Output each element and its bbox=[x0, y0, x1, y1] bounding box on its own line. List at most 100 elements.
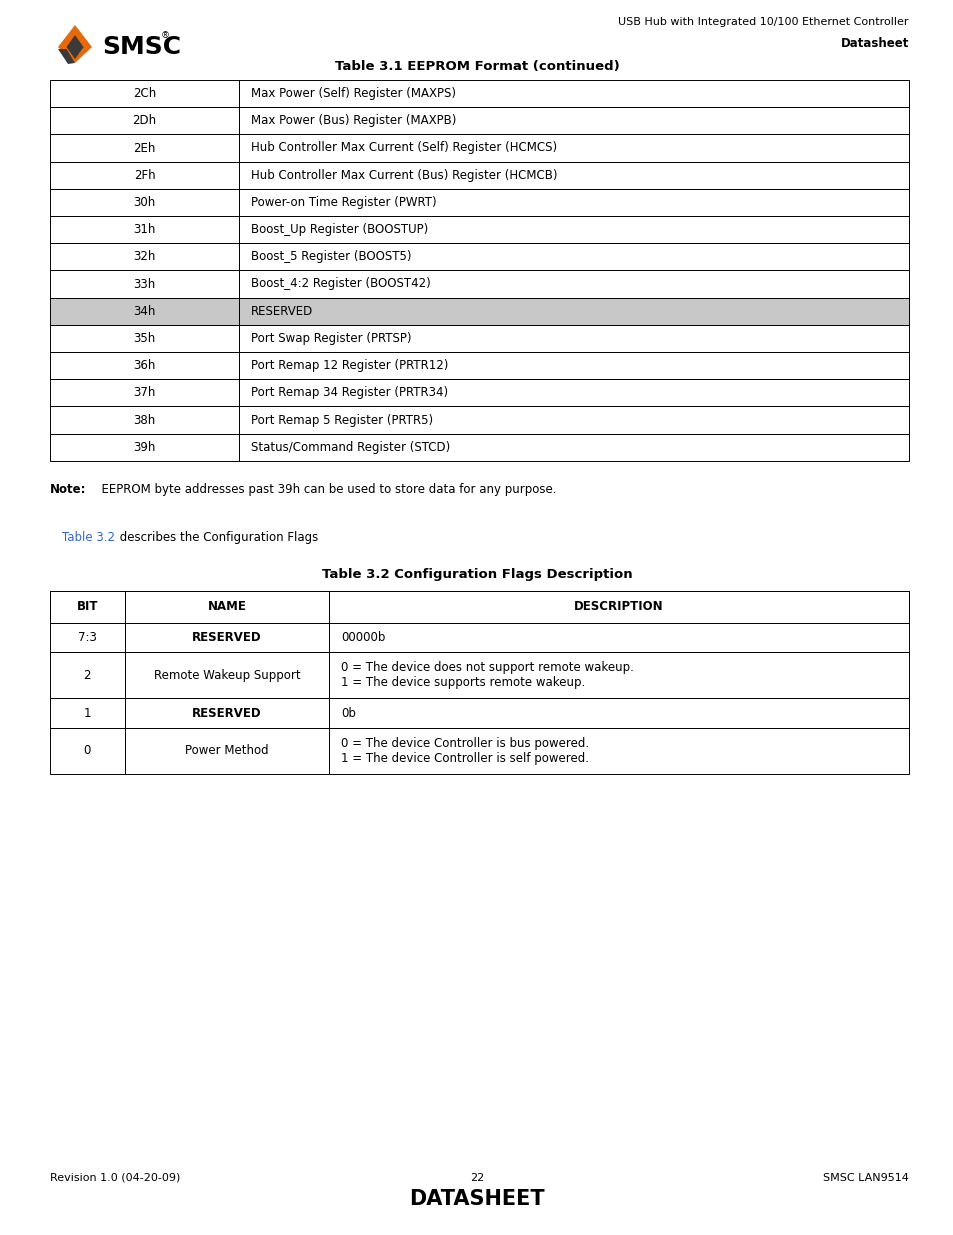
Text: Note:: Note: bbox=[50, 483, 87, 495]
Bar bbox=[239, 406, 908, 433]
Bar bbox=[50, 590, 125, 622]
Text: Port Remap 5 Register (PRTR5): Port Remap 5 Register (PRTR5) bbox=[251, 414, 433, 426]
Bar bbox=[50, 352, 239, 379]
Bar bbox=[239, 80, 908, 107]
Text: 39h: 39h bbox=[133, 441, 155, 453]
Bar bbox=[329, 652, 908, 698]
Text: 2Dh: 2Dh bbox=[132, 115, 156, 127]
Bar bbox=[239, 325, 908, 352]
Text: Remote Wakeup Support: Remote Wakeup Support bbox=[153, 669, 300, 682]
Text: Boost_Up Register (BOOSTUP): Boost_Up Register (BOOSTUP) bbox=[251, 224, 428, 236]
Bar bbox=[125, 698, 329, 727]
Bar bbox=[329, 698, 908, 727]
Text: describes the Configuration Flags: describes the Configuration Flags bbox=[116, 531, 318, 543]
Text: NAME: NAME bbox=[208, 600, 246, 614]
Bar bbox=[239, 270, 908, 298]
Bar bbox=[125, 727, 329, 774]
Bar bbox=[50, 80, 239, 107]
Bar bbox=[329, 727, 908, 774]
Text: Boost_4:2 Register (BOOST42): Boost_4:2 Register (BOOST42) bbox=[251, 278, 430, 290]
Text: Max Power (Bus) Register (MAXPB): Max Power (Bus) Register (MAXPB) bbox=[251, 115, 456, 127]
Bar bbox=[50, 727, 125, 774]
Bar bbox=[125, 590, 329, 622]
Bar bbox=[125, 652, 329, 698]
Text: USB Hub with Integrated 10/100 Ethernet Controller: USB Hub with Integrated 10/100 Ethernet … bbox=[618, 17, 908, 27]
Text: BIT: BIT bbox=[76, 600, 98, 614]
Text: 0 = The device does not support remote wakeup.
1 = The device supports remote wa: 0 = The device does not support remote w… bbox=[341, 661, 634, 689]
Bar bbox=[50, 298, 239, 325]
Text: 0 = The device Controller is bus powered.
1 = The device Controller is self powe: 0 = The device Controller is bus powered… bbox=[341, 737, 589, 764]
Bar bbox=[50, 243, 239, 270]
Polygon shape bbox=[58, 25, 91, 63]
Bar bbox=[329, 622, 908, 652]
Text: Power-on Time Register (PWRT): Power-on Time Register (PWRT) bbox=[251, 196, 436, 209]
Bar bbox=[50, 590, 908, 622]
Bar bbox=[329, 590, 908, 622]
Bar bbox=[50, 379, 239, 406]
Text: RESERVED: RESERVED bbox=[251, 305, 313, 317]
Text: 7:3: 7:3 bbox=[78, 631, 96, 643]
Text: Port Swap Register (PRTSP): Port Swap Register (PRTSP) bbox=[251, 332, 411, 345]
Bar bbox=[50, 270, 239, 298]
Bar bbox=[50, 433, 239, 461]
Text: DESCRIPTION: DESCRIPTION bbox=[574, 600, 663, 614]
Text: 0: 0 bbox=[84, 745, 91, 757]
Bar bbox=[50, 698, 125, 727]
Bar bbox=[50, 189, 239, 216]
Text: Status/Command Register (STCD): Status/Command Register (STCD) bbox=[251, 441, 450, 453]
Bar bbox=[239, 189, 908, 216]
Text: 34h: 34h bbox=[133, 305, 155, 317]
Text: 37h: 37h bbox=[133, 387, 155, 399]
Polygon shape bbox=[67, 35, 84, 59]
Text: Revision 1.0 (04-20-09): Revision 1.0 (04-20-09) bbox=[50, 1173, 180, 1183]
Bar bbox=[125, 622, 329, 652]
Text: 0b: 0b bbox=[341, 706, 355, 720]
Polygon shape bbox=[58, 49, 75, 64]
Text: SMSC LAN9514: SMSC LAN9514 bbox=[822, 1173, 908, 1183]
Bar bbox=[50, 325, 239, 352]
Text: 2Ch: 2Ch bbox=[132, 88, 156, 100]
Bar bbox=[239, 352, 908, 379]
Text: 35h: 35h bbox=[133, 332, 155, 345]
Text: Table 3.1 EEPROM Format (continued): Table 3.1 EEPROM Format (continued) bbox=[335, 61, 618, 73]
Text: SMSC: SMSC bbox=[102, 35, 181, 59]
Text: Hub Controller Max Current (Bus) Register (HCMCB): Hub Controller Max Current (Bus) Registe… bbox=[251, 169, 557, 182]
Bar bbox=[239, 433, 908, 461]
Text: 00000b: 00000b bbox=[341, 631, 385, 643]
Text: Port Remap 12 Register (PRTR12): Port Remap 12 Register (PRTR12) bbox=[251, 359, 448, 372]
Bar bbox=[239, 243, 908, 270]
Bar bbox=[239, 379, 908, 406]
Bar bbox=[50, 622, 125, 652]
Text: DATASHEET: DATASHEET bbox=[409, 1189, 544, 1209]
Text: Table 3.2 Configuration Flags Description: Table 3.2 Configuration Flags Descriptio… bbox=[321, 568, 632, 580]
Text: 38h: 38h bbox=[133, 414, 155, 426]
Bar bbox=[50, 216, 239, 243]
Text: Hub Controller Max Current (Self) Register (HCMCS): Hub Controller Max Current (Self) Regist… bbox=[251, 142, 557, 154]
Bar bbox=[239, 162, 908, 189]
Text: EEPROM byte addresses past 39h can be used to store data for any purpose.: EEPROM byte addresses past 39h can be us… bbox=[94, 483, 556, 495]
Text: 32h: 32h bbox=[133, 251, 155, 263]
Bar bbox=[239, 298, 908, 325]
Bar bbox=[50, 135, 239, 162]
Text: Max Power (Self) Register (MAXPS): Max Power (Self) Register (MAXPS) bbox=[251, 88, 456, 100]
Text: 30h: 30h bbox=[133, 196, 155, 209]
Text: ®: ® bbox=[161, 31, 170, 40]
Text: Boost_5 Register (BOOST5): Boost_5 Register (BOOST5) bbox=[251, 251, 411, 263]
Bar bbox=[50, 406, 239, 433]
Text: 22: 22 bbox=[470, 1173, 483, 1183]
Text: 2: 2 bbox=[84, 669, 91, 682]
Text: Power Method: Power Method bbox=[185, 745, 269, 757]
Text: RESERVED: RESERVED bbox=[192, 631, 261, 643]
Text: 1: 1 bbox=[84, 706, 91, 720]
Text: Datasheet: Datasheet bbox=[840, 37, 908, 49]
Text: 36h: 36h bbox=[133, 359, 155, 372]
Bar bbox=[50, 652, 125, 698]
Bar bbox=[50, 107, 239, 135]
Text: 2Fh: 2Fh bbox=[133, 169, 155, 182]
Text: Port Remap 34 Register (PRTR34): Port Remap 34 Register (PRTR34) bbox=[251, 387, 448, 399]
Text: Table 3.2: Table 3.2 bbox=[62, 531, 115, 543]
Bar bbox=[239, 216, 908, 243]
Text: 33h: 33h bbox=[133, 278, 155, 290]
Bar bbox=[239, 107, 908, 135]
Bar bbox=[239, 135, 908, 162]
